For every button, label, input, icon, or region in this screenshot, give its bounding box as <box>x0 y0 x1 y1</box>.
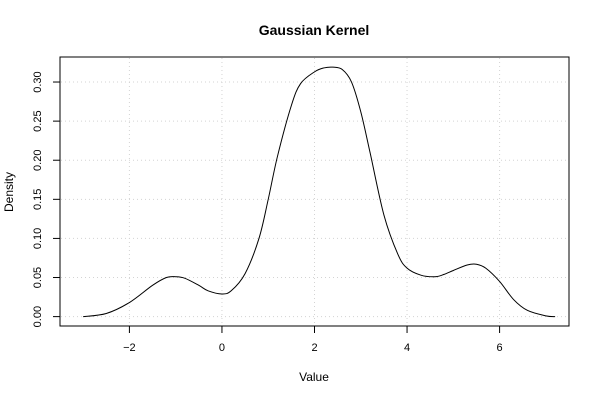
plot-frame <box>59 56 570 327</box>
x-tick-label-1: 0 <box>219 342 225 354</box>
x-tick-label-2: 2 <box>311 342 317 354</box>
tick-labels: −2 0 2 4 6 0.00 0.05 0.10 0.15 0.20 0.25 0.30 <box>32 71 503 354</box>
x-tick-label-0: −2 <box>123 342 136 354</box>
density-curve-0 <box>83 66 556 318</box>
y-tick-label-2: 0.10 <box>32 228 44 249</box>
y-tick-label-1: 0.05 <box>32 267 44 288</box>
x-axis-label: Value <box>299 370 329 384</box>
x-tick-label-4: 6 <box>497 342 503 354</box>
y-tick-label-0: 0.00 <box>32 306 44 327</box>
y-axis-label: Density <box>2 172 16 212</box>
x-tick-label-3: 4 <box>404 342 410 354</box>
chart-title: Gaussian Kernel <box>259 22 370 38</box>
y-tick-label-3: 0.15 <box>32 189 44 210</box>
grid <box>61 58 568 325</box>
y-tick-label-6: 0.30 <box>32 71 44 92</box>
y-tick-label-4: 0.20 <box>32 150 44 171</box>
series-layer <box>83 66 556 318</box>
y-tick-label-5: 0.25 <box>32 110 44 131</box>
axes <box>53 56 570 333</box>
